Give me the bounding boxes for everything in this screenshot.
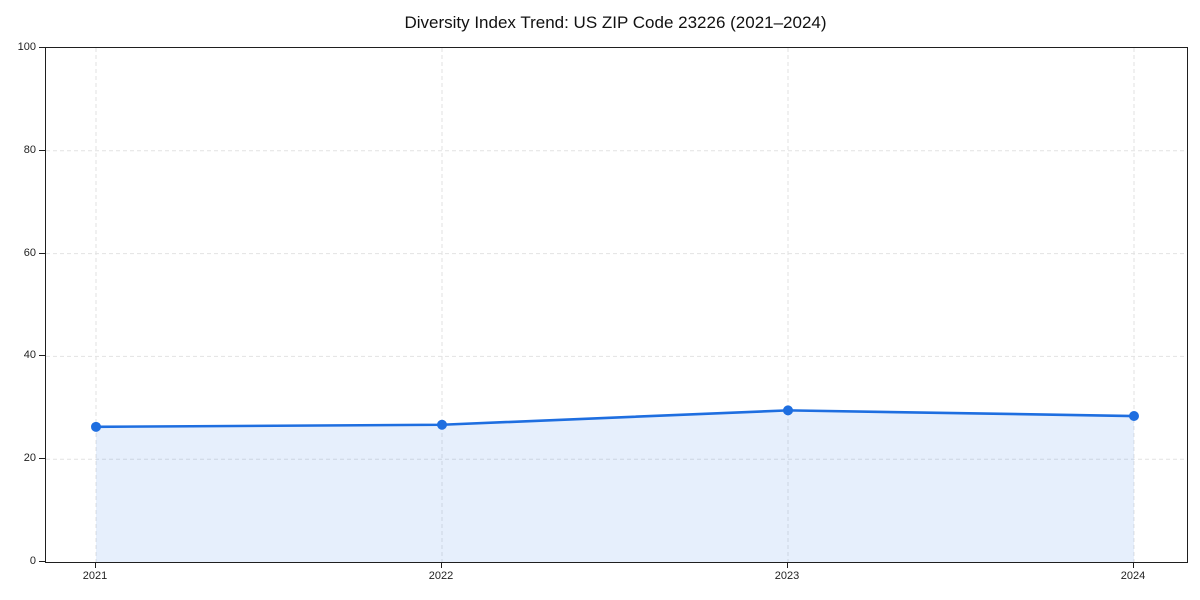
y-tick-mark (39, 458, 45, 460)
x-tick-mark (787, 562, 788, 568)
data-point-marker (91, 421, 101, 432)
y-tick-label: 80 (23, 143, 36, 156)
y-tick-mark (39, 252, 45, 254)
x-tick-label: 2024 (1120, 570, 1146, 582)
x-tick-label: 2023 (774, 570, 800, 582)
y-tick-mark (39, 149, 45, 151)
y-tick-label: 60 (23, 246, 36, 259)
data-point-marker (1129, 411, 1139, 422)
data-point-marker (783, 405, 793, 416)
y-tick-mark (39, 47, 45, 48)
x-tick-mark (1133, 562, 1134, 568)
y-tick-mark (39, 561, 45, 562)
data-point-marker (437, 419, 447, 430)
y-tick-label: 0 (29, 555, 36, 567)
chart-title: Diversity Index Trend: US ZIP Code 23226… (404, 13, 827, 32)
x-tick-mark (95, 562, 96, 568)
line-chart-svg (46, 48, 1187, 562)
y-tick-label: 100 (17, 41, 36, 53)
x-tick-label: 2021 (82, 570, 108, 582)
y-tick-mark (39, 355, 45, 357)
trend-line (94, 409, 1136, 429)
y-tick-label: 20 (23, 452, 36, 465)
area-fill (96, 410, 1134, 562)
x-tick-label: 2022 (428, 570, 454, 582)
x-tick-mark (441, 562, 442, 568)
plot-area (45, 47, 1188, 563)
y-tick-label: 40 (23, 349, 36, 362)
